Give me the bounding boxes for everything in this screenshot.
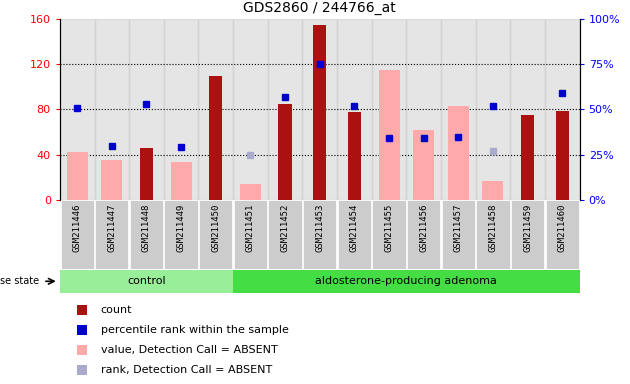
- Bar: [556, 111, 569, 200]
- FancyBboxPatch shape: [442, 200, 475, 269]
- Text: disease state: disease state: [0, 276, 39, 286]
- Bar: [101, 160, 122, 200]
- Text: GSM211450: GSM211450: [211, 203, 220, 252]
- Text: GSM211447: GSM211447: [107, 203, 117, 252]
- Bar: [510, 19, 545, 200]
- Text: GSM211458: GSM211458: [488, 203, 498, 252]
- Bar: [129, 19, 164, 200]
- Text: GSM211446: GSM211446: [72, 203, 82, 252]
- Bar: [413, 130, 434, 200]
- Bar: [372, 19, 406, 200]
- Text: GSM211449: GSM211449: [176, 203, 186, 252]
- FancyBboxPatch shape: [268, 200, 302, 269]
- FancyBboxPatch shape: [60, 200, 94, 269]
- Bar: [348, 112, 361, 200]
- Text: aldosterone-producing adenoma: aldosterone-producing adenoma: [316, 276, 497, 286]
- FancyBboxPatch shape: [233, 270, 580, 293]
- Text: GSM211457: GSM211457: [454, 203, 463, 252]
- Text: control: control: [127, 276, 166, 286]
- FancyBboxPatch shape: [476, 200, 510, 269]
- Text: GSM211451: GSM211451: [246, 203, 255, 252]
- Text: GSM211448: GSM211448: [142, 203, 151, 252]
- Text: GSM211452: GSM211452: [280, 203, 290, 252]
- Bar: [140, 148, 153, 200]
- FancyBboxPatch shape: [511, 200, 544, 269]
- FancyBboxPatch shape: [372, 200, 406, 269]
- Text: GSM211459: GSM211459: [523, 203, 532, 252]
- Bar: [233, 19, 268, 200]
- Bar: [476, 19, 510, 200]
- Text: GSM211455: GSM211455: [384, 203, 394, 252]
- Text: percentile rank within the sample: percentile rank within the sample: [101, 325, 289, 335]
- Bar: [60, 19, 94, 200]
- Bar: [268, 19, 302, 200]
- Bar: [379, 70, 399, 200]
- Text: count: count: [101, 305, 132, 315]
- FancyBboxPatch shape: [407, 200, 440, 269]
- Bar: [545, 19, 580, 200]
- Bar: [67, 152, 88, 200]
- Bar: [302, 19, 337, 200]
- Bar: [240, 184, 261, 200]
- FancyBboxPatch shape: [199, 200, 232, 269]
- FancyBboxPatch shape: [546, 200, 579, 269]
- Text: value, Detection Call = ABSENT: value, Detection Call = ABSENT: [101, 345, 278, 355]
- Text: GSM211454: GSM211454: [350, 203, 359, 252]
- FancyBboxPatch shape: [303, 200, 336, 269]
- Bar: [521, 115, 534, 200]
- FancyBboxPatch shape: [164, 200, 198, 269]
- Text: GSM211453: GSM211453: [315, 203, 324, 252]
- FancyBboxPatch shape: [95, 200, 129, 269]
- FancyBboxPatch shape: [338, 200, 371, 269]
- Bar: [313, 25, 326, 200]
- Bar: [448, 106, 469, 200]
- FancyBboxPatch shape: [60, 270, 233, 293]
- Text: GSM211460: GSM211460: [558, 203, 567, 252]
- Bar: [94, 19, 129, 200]
- Bar: [209, 76, 222, 200]
- Bar: [441, 19, 476, 200]
- Bar: [406, 19, 441, 200]
- FancyBboxPatch shape: [130, 200, 163, 269]
- Bar: [164, 19, 198, 200]
- Bar: [171, 162, 192, 200]
- Bar: [198, 19, 233, 200]
- Text: rank, Detection Call = ABSENT: rank, Detection Call = ABSENT: [101, 366, 272, 376]
- Bar: [483, 180, 503, 200]
- Text: GSM211456: GSM211456: [419, 203, 428, 252]
- Bar: [278, 104, 292, 200]
- Title: GDS2860 / 244766_at: GDS2860 / 244766_at: [243, 2, 396, 15]
- FancyBboxPatch shape: [234, 200, 267, 269]
- Bar: [337, 19, 372, 200]
